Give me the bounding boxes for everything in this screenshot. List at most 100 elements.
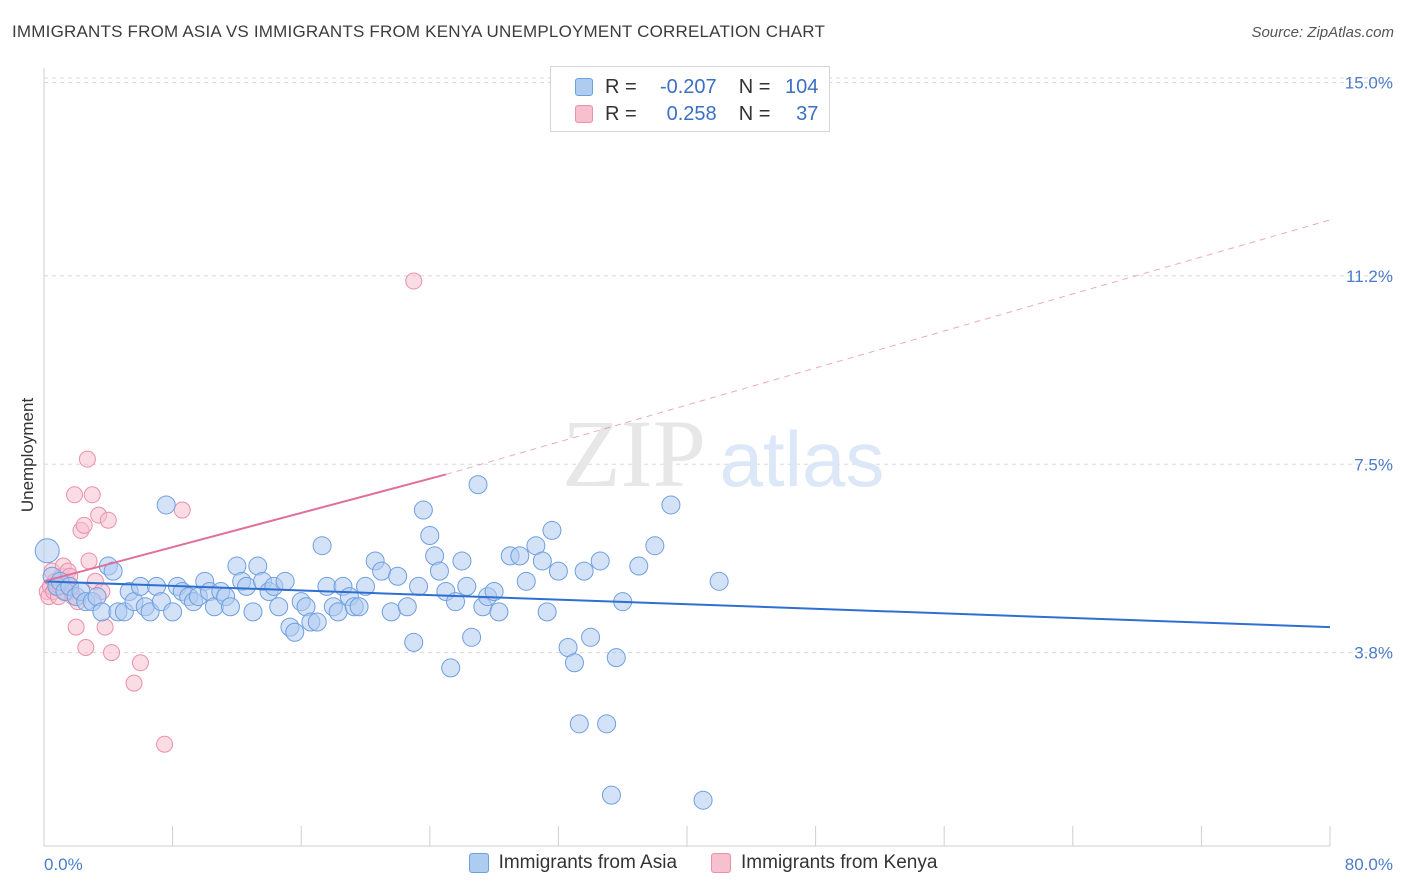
r-value: -0.207	[659, 75, 717, 98]
asia-point	[542, 520, 562, 540]
asia-swatch	[575, 78, 593, 96]
asia-point	[130, 576, 150, 596]
asia-point	[328, 602, 348, 622]
asia-point	[34, 538, 60, 564]
kenya-point	[66, 486, 84, 504]
asia-point	[693, 790, 713, 810]
legend-label-kenya: Immigrants from Kenya	[741, 852, 938, 873]
asia-point	[285, 622, 305, 642]
asia-point	[601, 785, 621, 805]
axes	[43, 68, 1331, 847]
asia-point	[92, 602, 112, 622]
asia-point	[516, 571, 536, 591]
asia-point	[532, 551, 552, 571]
watermark: ZIP atlas	[562, 400, 884, 507]
asia-point	[468, 475, 488, 495]
legend-label-asia: Immigrants from Asia	[498, 852, 678, 873]
asia-point	[237, 576, 257, 596]
y-tick-label: 7.5%	[1354, 455, 1393, 474]
trend-lines	[43, 219, 1331, 629]
asia-point	[307, 612, 327, 632]
asia-point	[597, 714, 617, 734]
asia-point	[510, 546, 530, 566]
asia-point	[317, 576, 337, 596]
kenya-point	[77, 638, 95, 656]
asia-point	[462, 627, 482, 647]
y-tick-label: 15.0%	[1345, 74, 1393, 93]
asia-point	[629, 556, 649, 576]
asia-point	[220, 597, 240, 617]
asia-points	[34, 475, 729, 810]
chart-title: IMMIGRANTS FROM ASIA VS IMMIGRANTS FROM …	[12, 22, 826, 41]
kenya-trend-line	[43, 473, 447, 583]
asia-point	[269, 597, 289, 617]
n-value: 37	[796, 102, 819, 125]
legend-item-asia[interactable]: Immigrants from Asia	[468, 852, 678, 874]
asia-point	[548, 561, 568, 581]
asia-point	[441, 658, 461, 678]
kenya-point	[103, 644, 121, 662]
asia-point	[381, 602, 401, 622]
asia-point	[243, 602, 263, 622]
asia-point	[564, 653, 584, 673]
kenya-swatch	[575, 105, 593, 123]
kenya-point	[83, 486, 101, 504]
asia-swatch	[468, 853, 489, 873]
tick-labels: 3.8% 7.5% 11.2% 15.0% 0.0% 80.0%	[44, 74, 1393, 875]
source-label: Source: ZipAtlas.com	[1251, 24, 1394, 41]
asia-point	[397, 597, 417, 617]
kenya-points	[38, 272, 423, 753]
kenya-point	[173, 501, 191, 519]
kenya-point	[125, 674, 143, 692]
n-value: 104	[785, 75, 819, 98]
correlation-legend: R = -0.207 N = 104 R = 0.258 N = 37	[550, 66, 830, 132]
r-value: 0.258	[666, 102, 717, 125]
asia-point	[569, 714, 589, 734]
asia-point	[409, 576, 429, 596]
watermark-zip: ZIP	[562, 400, 706, 507]
asia-point	[312, 536, 332, 556]
legend-row-kenya: R = 0.258 N = 37	[575, 101, 818, 127]
asia-trend-line	[43, 580, 1331, 629]
grid-lines	[44, 77, 1395, 654]
asia-point	[645, 536, 665, 556]
asia-point	[446, 592, 466, 612]
asia-point	[372, 561, 392, 581]
series-legend: Immigrants from Asia Immigrants from Ken…	[0, 852, 1406, 874]
kenya-point	[75, 516, 93, 534]
kenya-point	[67, 618, 85, 636]
asia-point	[484, 582, 504, 601]
kenya-point	[405, 272, 423, 290]
asia-point	[420, 526, 440, 546]
x-tick-label: 0.0%	[44, 855, 83, 874]
asia-point	[489, 602, 509, 622]
y-tick-label: 11.2%	[1346, 267, 1393, 286]
asia-point	[349, 597, 369, 617]
asia-point	[574, 561, 594, 581]
kenya-swatch	[711, 853, 732, 873]
legend-item-kenya[interactable]: Immigrants from Kenya	[711, 852, 937, 874]
kenya-point	[99, 511, 117, 529]
y-tick-label: 3.8%	[1354, 644, 1393, 663]
asia-point	[452, 551, 472, 571]
kenya-point	[80, 552, 98, 570]
asia-point	[356, 576, 375, 596]
asia-point	[590, 551, 610, 571]
legend-row-asia: R = -0.207 N = 104	[575, 74, 818, 100]
asia-point	[275, 571, 295, 591]
asia-point	[661, 495, 681, 515]
asia-point	[457, 576, 477, 596]
asia-point	[606, 648, 626, 668]
kenya-point	[131, 654, 149, 672]
asia-point	[163, 602, 183, 622]
asia-point	[429, 561, 449, 581]
kenya-point	[78, 450, 96, 468]
n-label: N =	[738, 75, 771, 98]
asia-point	[581, 627, 601, 647]
asia-point	[413, 500, 433, 520]
asia-point	[156, 495, 176, 515]
kenya-point	[96, 618, 114, 636]
asia-point	[388, 566, 408, 586]
x-tick-label: 80.0%	[1345, 855, 1393, 874]
